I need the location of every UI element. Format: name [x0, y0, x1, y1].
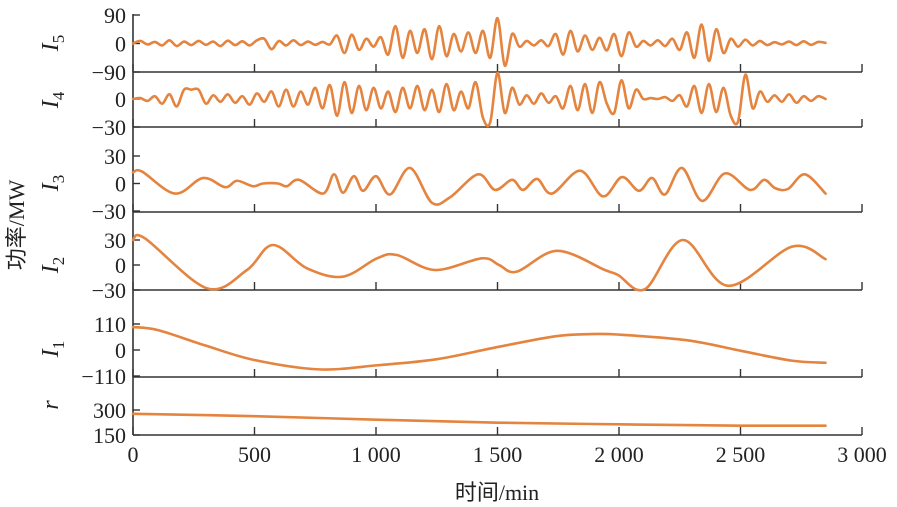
- panel-label-main: I: [38, 182, 64, 192]
- y-tick-label-r: 150: [93, 423, 126, 448]
- series-line-r: [131, 412, 827, 428]
- series-group: [131, 16, 827, 428]
- y-axis-title: 功率/MW: [4, 180, 29, 271]
- y-tick-label-I5: 90: [104, 3, 126, 28]
- panel-label-subscript: 5: [49, 35, 68, 44]
- y-tick-label-I1: 0: [115, 338, 126, 363]
- x-tick-label: 1 500: [473, 442, 523, 467]
- panel-label-main: I: [38, 99, 64, 109]
- panel-label-subscript: 2: [49, 257, 68, 266]
- y-tick-label-I3: 30: [104, 144, 126, 169]
- panel-label-r: r: [38, 400, 64, 410]
- panel-label-I1: I1: [38, 341, 68, 359]
- y-tick-label-I3: −30: [92, 199, 126, 224]
- panel-label-subscript: 1: [49, 341, 68, 350]
- x-tick-label: 3 000: [837, 442, 887, 467]
- series-line-I2: [131, 233, 827, 292]
- x-tick-label: 500: [238, 442, 271, 467]
- x-tick-label: 2 500: [716, 442, 766, 467]
- y-tick-label-I2: −30: [92, 278, 126, 303]
- panel-label-subscript: 3: [49, 175, 68, 184]
- y-tick-label-I1: 110: [94, 312, 126, 337]
- panel-label-main: I: [38, 42, 64, 52]
- panel-label-I2: I2: [38, 257, 68, 275]
- panel-label-I5: I5: [38, 35, 68, 53]
- y-tick-label-I4: −30: [92, 115, 126, 140]
- x-axis-title: 时间/min: [455, 480, 539, 505]
- y-tick-label-I5: −90: [92, 60, 126, 85]
- y-tick-label-I1: −110: [81, 364, 126, 389]
- x-tick-label: 2 000: [594, 442, 644, 467]
- series-line-I5: [131, 16, 827, 67]
- x-tick-label: 0: [128, 442, 139, 467]
- y-tick-label-I3: 0: [115, 172, 126, 197]
- panel-label-main: I: [38, 348, 64, 358]
- panel-label-main: I: [38, 264, 64, 274]
- y-tick-label-I5: 0: [115, 32, 126, 57]
- series-line-I1: [131, 325, 827, 371]
- x-tick-label: 1 000: [351, 442, 401, 467]
- panel-label-I4: I4: [38, 91, 68, 109]
- y-tick-label-I2: 0: [115, 253, 126, 278]
- axes: [132, 14, 863, 436]
- y-tick-label-I4: 0: [115, 87, 126, 112]
- panel-label-subscript: 4: [49, 91, 68, 100]
- series-line-I4: [131, 71, 827, 128]
- series-line-I3: [131, 166, 827, 206]
- y-tick-label-r: 300: [93, 398, 126, 423]
- y-tick-label-I2: 30: [104, 228, 126, 253]
- labels-group: 900−90I50−30I4300−30I3300−30I21100−110I1…: [38, 3, 887, 467]
- panel-label-main: r: [38, 400, 64, 410]
- panel-label-I3: I3: [38, 175, 68, 193]
